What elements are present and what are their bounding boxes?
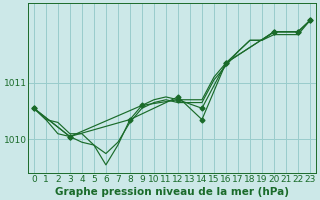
X-axis label: Graphe pression niveau de la mer (hPa): Graphe pression niveau de la mer (hPa) — [55, 187, 289, 197]
